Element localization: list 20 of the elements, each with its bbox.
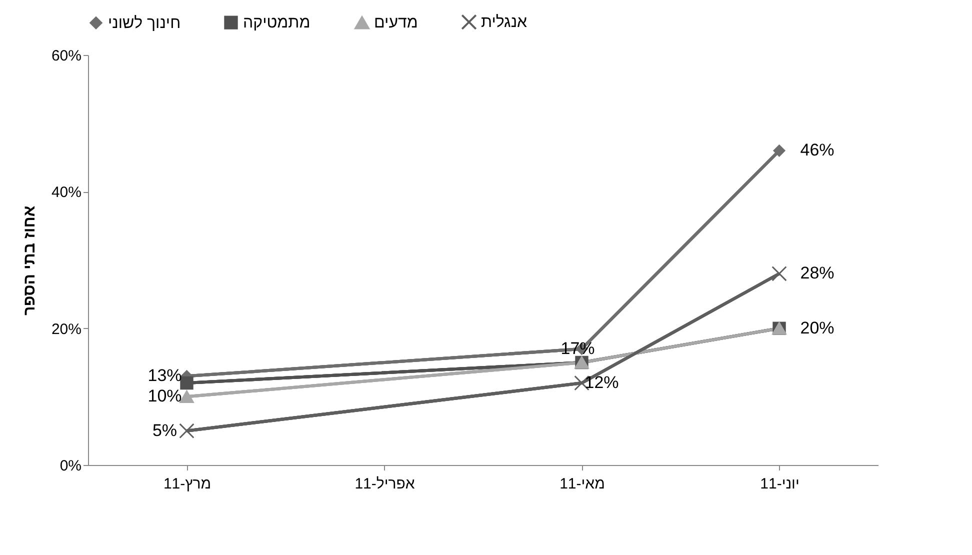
y-tick-label: 20%: [51, 320, 82, 338]
data-label: 28%: [800, 264, 834, 283]
data-label: 20%: [800, 318, 834, 338]
legend-label: אנגלית: [481, 13, 528, 32]
x-tick-label: מאי-11: [560, 476, 605, 492]
data-label: 5%: [152, 420, 178, 440]
x-tick-label: אפריל-11: [354, 476, 416, 492]
x-tick-label: מרץ-11: [163, 476, 212, 492]
y-tick-label: 0%: [60, 458, 82, 474]
y-axis-title: אחוז בתי הספר: [21, 206, 38, 316]
data-label: 10%: [148, 386, 182, 406]
y-tick-label: 60%: [51, 48, 82, 64]
x-tick-label: יוני-11: [760, 476, 800, 492]
legend-label: חינוך לשוני: [108, 14, 181, 32]
data-label: 12%: [584, 373, 619, 392]
legend-label: מדעים: [374, 14, 418, 32]
data-label: 13%: [148, 366, 182, 386]
legend-label: מתמטיקה: [243, 14, 310, 32]
y-tick-label: 40%: [51, 184, 82, 202]
data-label: 46%: [800, 140, 834, 160]
